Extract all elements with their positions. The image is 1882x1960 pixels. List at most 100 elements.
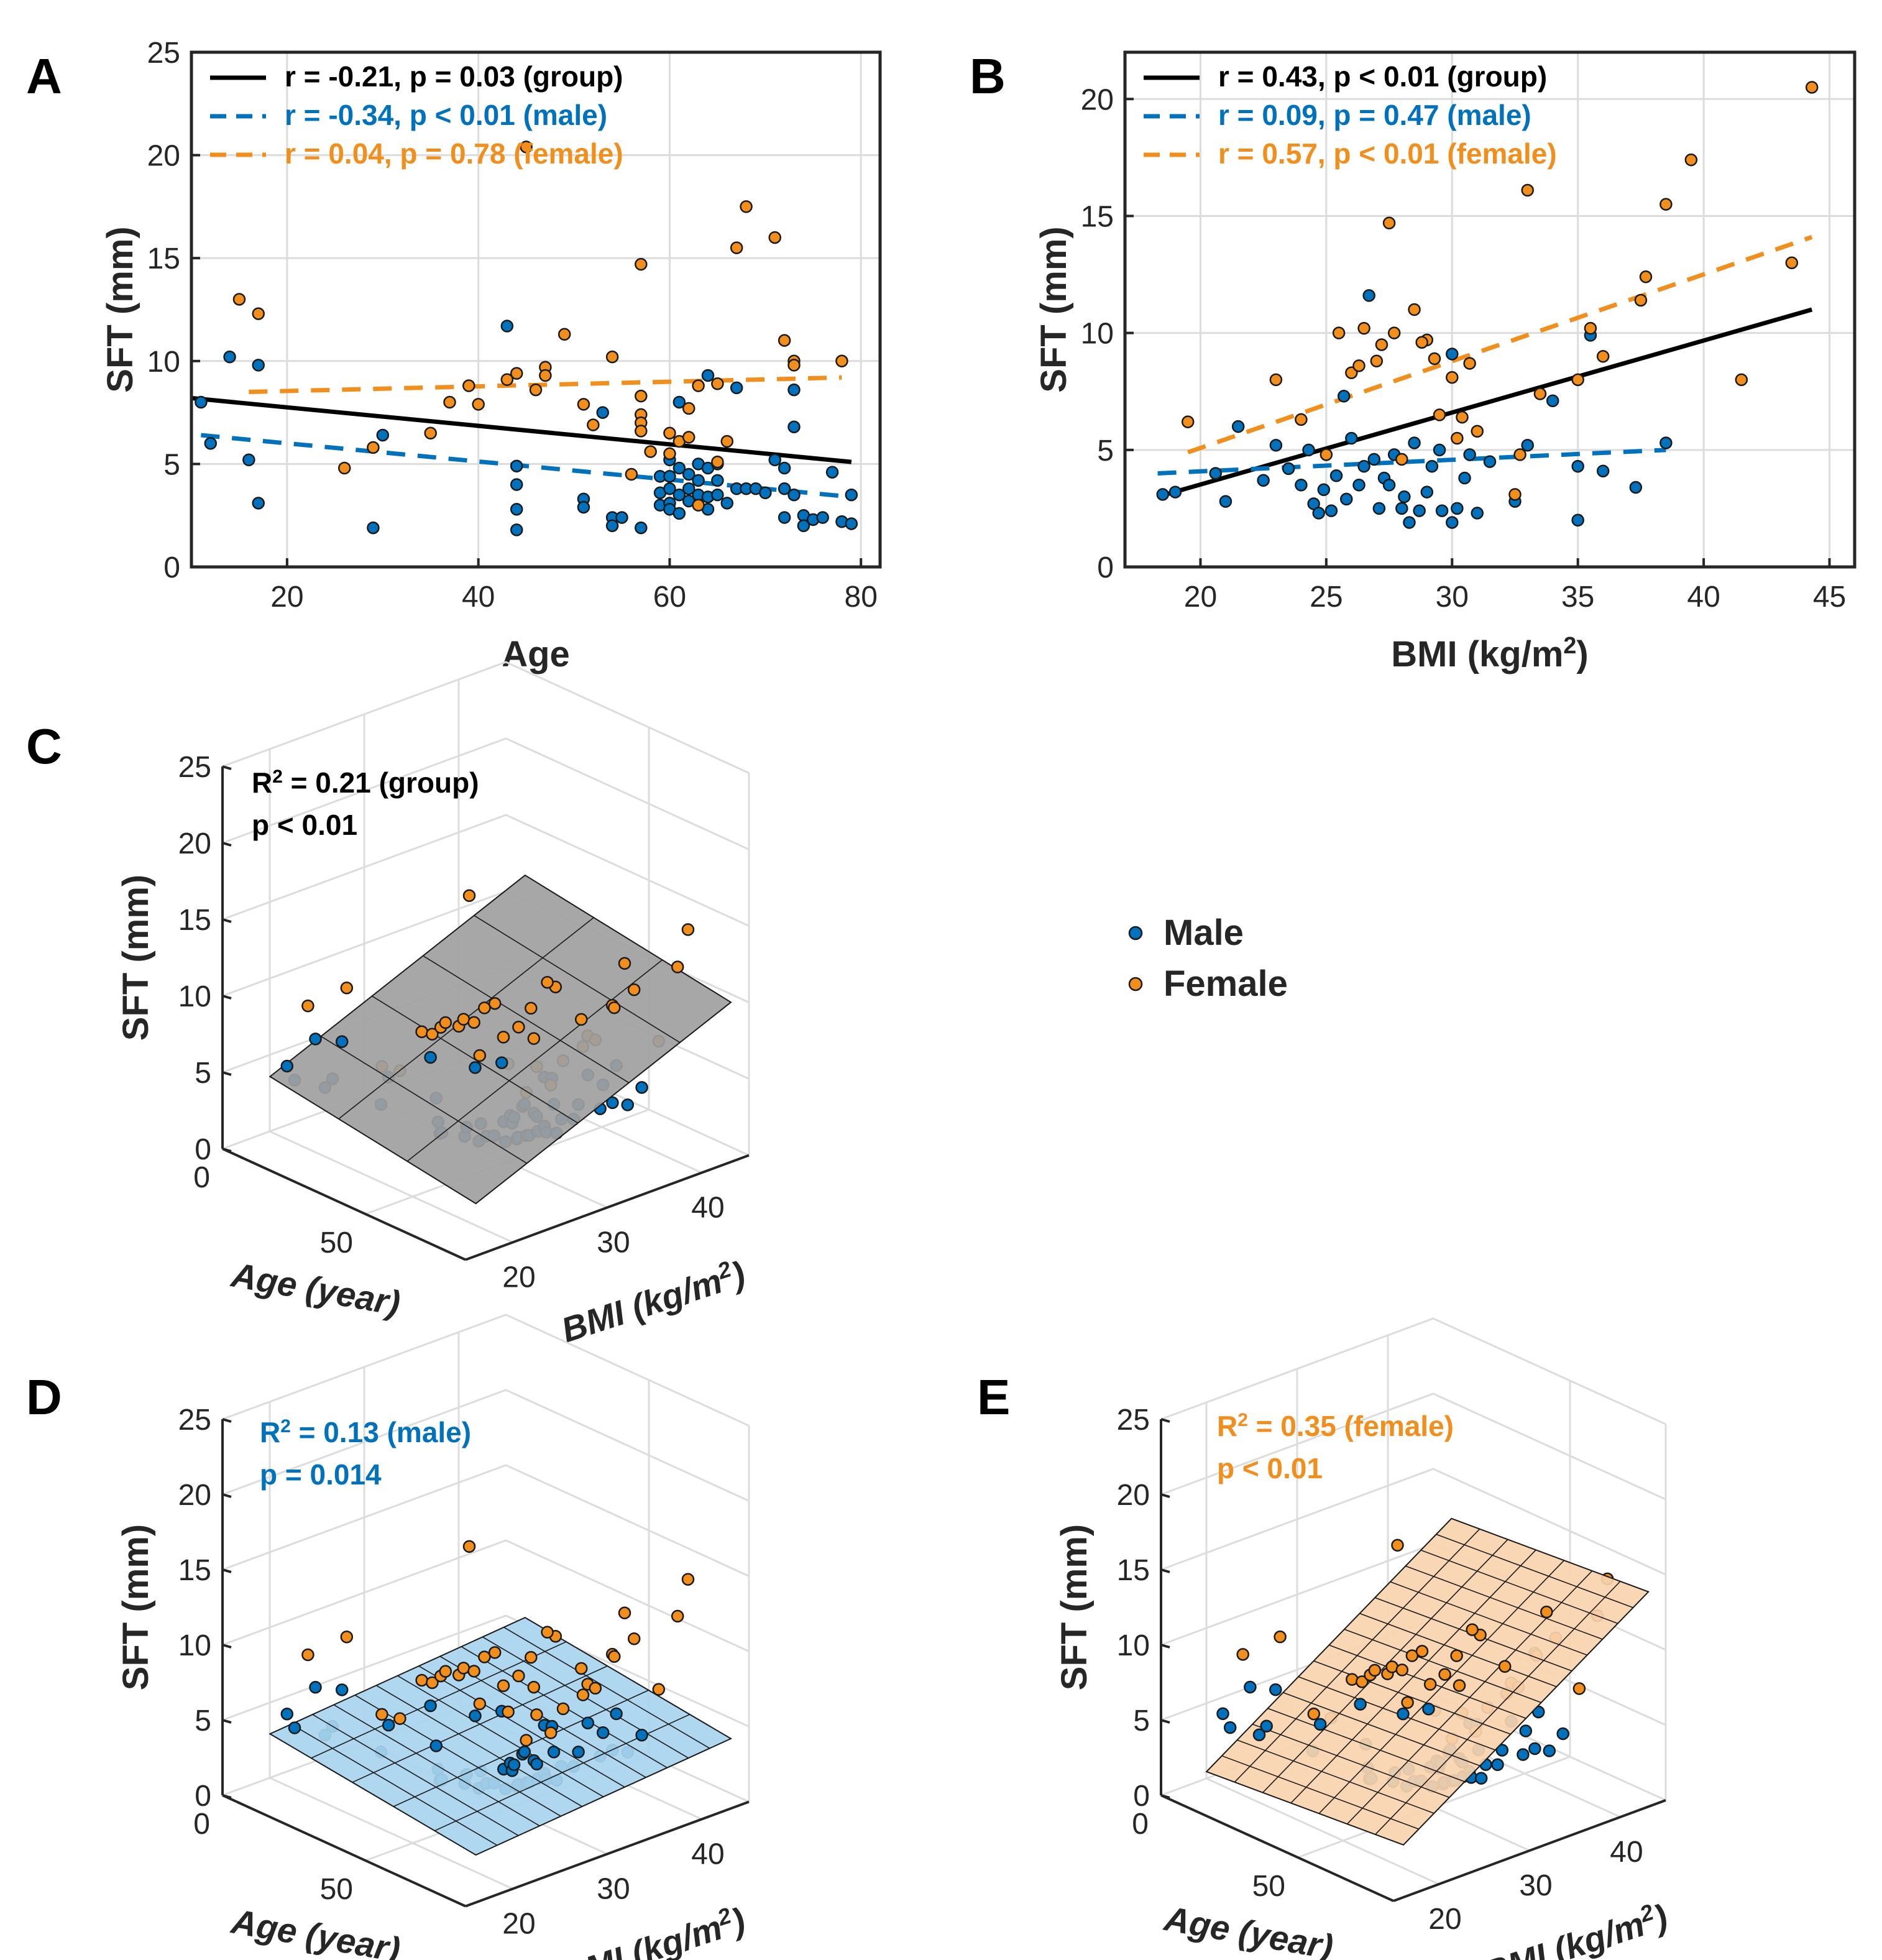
y-tick-label: 5	[1097, 435, 1114, 467]
bmi-tick-label: 20	[1428, 1903, 1461, 1936]
data-point-female	[467, 1016, 480, 1029]
y-tick-label: 0	[1097, 551, 1114, 584]
data-point-female	[556, 1702, 570, 1716]
legend-label-group: r = 0.43, p < 0.01 (group)	[1218, 60, 1547, 93]
grid-line	[1160, 1317, 1666, 1425]
data-point-female	[1307, 1707, 1321, 1721]
data-point-male	[1313, 1718, 1327, 1731]
data-point-male	[1156, 488, 1169, 501]
data-point-female	[1540, 1605, 1553, 1619]
data-point-female	[1513, 448, 1526, 461]
data-point-female	[558, 328, 571, 341]
data-point-male	[1354, 1698, 1367, 1711]
data-point-female	[663, 426, 676, 439]
data-point-female	[1471, 425, 1484, 438]
data-point-female	[415, 1025, 428, 1038]
data-point-male	[778, 511, 791, 524]
data-point-female	[618, 957, 631, 970]
sft-tick-label: 15	[178, 1554, 211, 1587]
data-point-male	[1395, 502, 1408, 515]
data-point-male	[768, 453, 781, 467]
data-point-female	[1428, 352, 1441, 366]
data-point-male	[672, 395, 686, 409]
data-point-female	[692, 379, 705, 392]
data-point-male	[1398, 490, 1411, 504]
plane-mesh-line	[1283, 1692, 1480, 1767]
data-point-female	[424, 426, 437, 439]
r-squared-annotation: R2 = 0.21 (group)	[252, 766, 479, 799]
data-point-female	[488, 996, 502, 1010]
data-point-male	[596, 406, 609, 419]
data-point-female	[740, 200, 753, 213]
legend-common: Male Female	[1128, 913, 1288, 1004]
age-tick-label: 0	[193, 1808, 210, 1841]
sft-tick-mark	[222, 995, 232, 1000]
data-point-female	[462, 379, 475, 392]
data-point-male	[1216, 1707, 1229, 1721]
grid-line	[222, 1389, 750, 1502]
data-point-female	[589, 1682, 602, 1695]
data-point-female	[473, 1049, 487, 1062]
sft-tick-mark	[1160, 1418, 1170, 1423]
data-point-female	[1415, 1645, 1429, 1658]
grid-line	[222, 1539, 750, 1652]
data-point-female	[340, 1631, 354, 1644]
data-point-female	[1521, 183, 1534, 197]
sft-tick-mark	[1160, 1719, 1170, 1724]
data-point-female	[544, 1726, 558, 1739]
data-point-male	[1269, 1683, 1282, 1696]
data-point-female	[467, 1665, 480, 1678]
fit-line-female	[249, 375, 842, 394]
data-point-female	[635, 425, 648, 438]
x-axis-label: BMI (kg/m2)	[1391, 632, 1588, 674]
data-point-female	[835, 354, 848, 368]
data-point-female	[301, 1648, 314, 1662]
data-point-female	[512, 1021, 525, 1034]
data-point-female	[1368, 1663, 1382, 1677]
data-point-male	[495, 1056, 508, 1069]
data-point-female	[1382, 216, 1396, 229]
data-point-female	[1684, 153, 1698, 167]
bmi-tick-label: 40	[691, 1192, 724, 1225]
data-point-male	[1302, 443, 1315, 457]
data-point-male	[596, 1726, 610, 1739]
data-point-female	[1269, 373, 1283, 387]
plot-frame	[190, 50, 882, 569]
data-point-female	[1423, 1678, 1437, 1691]
data-point-male	[1317, 483, 1331, 497]
data-point-male	[711, 474, 724, 487]
legend-marker-female	[1128, 977, 1143, 992]
sft-tick-mark	[1160, 1794, 1170, 1799]
data-point-female	[375, 1708, 388, 1721]
data-point-male	[1324, 504, 1338, 517]
data-point-male	[252, 497, 265, 510]
x-tick-label: 20	[1184, 581, 1217, 614]
sft-tick-mark	[222, 1148, 232, 1153]
data-point-male	[1257, 474, 1270, 487]
panel-A: 20 40 60 80 0 5 10 15 20 25 r = -0.21, p = 0.03 (g…	[26, 37, 882, 674]
x-tick-label: 25	[1310, 581, 1343, 614]
data-point-female	[457, 1013, 470, 1026]
data-point-female	[1463, 357, 1476, 370]
data-point-female	[574, 1662, 588, 1675]
data-point-male	[1659, 436, 1673, 449]
grid-line	[222, 1464, 750, 1577]
age-tick-label: 50	[1252, 1870, 1285, 1903]
bmi-axis-label: BMI (kg/m2)	[1479, 1895, 1673, 1960]
data-point-female	[1401, 1696, 1414, 1709]
legend-label-female: r = 0.57, p < 0.01 (female)	[1218, 137, 1557, 170]
data-point-male	[1491, 1758, 1504, 1772]
plane-mesh-line	[1267, 1708, 1465, 1782]
data-point-female	[1408, 303, 1421, 316]
data-point-male	[252, 359, 265, 372]
data-point-male	[223, 350, 236, 364]
plane-mesh-line	[406, 959, 663, 1162]
data-point-male	[424, 1699, 437, 1713]
data-point-female	[462, 1540, 476, 1553]
r-squared-annotation: R2 = 0.13 (male)	[260, 1416, 471, 1449]
data-point-female	[644, 445, 657, 458]
sft-tick-label: 5	[195, 1705, 211, 1737]
data-point-male	[1252, 1728, 1266, 1742]
data-point-female	[1634, 293, 1648, 307]
